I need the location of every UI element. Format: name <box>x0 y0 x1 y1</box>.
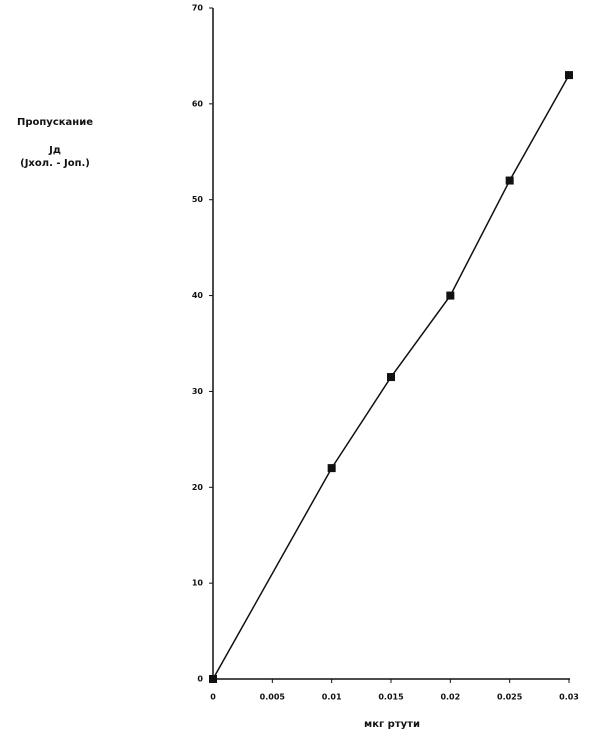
y-tick-label: 50 <box>192 195 204 204</box>
y-axis-label: Jд <box>48 145 61 156</box>
y-tick-label: 70 <box>192 4 204 13</box>
x-tick-label: 0.02 <box>440 693 460 702</box>
marker <box>505 176 514 185</box>
marker <box>446 291 455 300</box>
x-tick-label: 0.015 <box>378 693 404 702</box>
y-tick-label: 60 <box>192 99 204 108</box>
x-tick-label: 0.005 <box>260 693 286 702</box>
y-tick-label: 30 <box>192 387 204 396</box>
marker <box>565 71 573 80</box>
y-tick-label: 20 <box>192 483 204 492</box>
x-tick-label: 0 <box>210 693 216 702</box>
marker <box>387 373 395 382</box>
x-tick-label: 0.03 <box>559 693 579 702</box>
y-tick-label: 10 <box>192 579 204 588</box>
y-tick-label: 40 <box>192 291 204 300</box>
line <box>212 74 570 680</box>
y-axis-label: Пропускание <box>17 117 93 128</box>
x-tick-label: 0.025 <box>497 693 523 702</box>
y-axis-label: (Jхол. - Jоп.) <box>20 158 90 169</box>
marker <box>209 675 217 683</box>
x-tick-label: 0.01 <box>322 693 342 702</box>
x-axis-label: мкг ртути <box>364 719 420 730</box>
y-tick-label: 0 <box>197 675 203 684</box>
marker <box>327 464 336 473</box>
